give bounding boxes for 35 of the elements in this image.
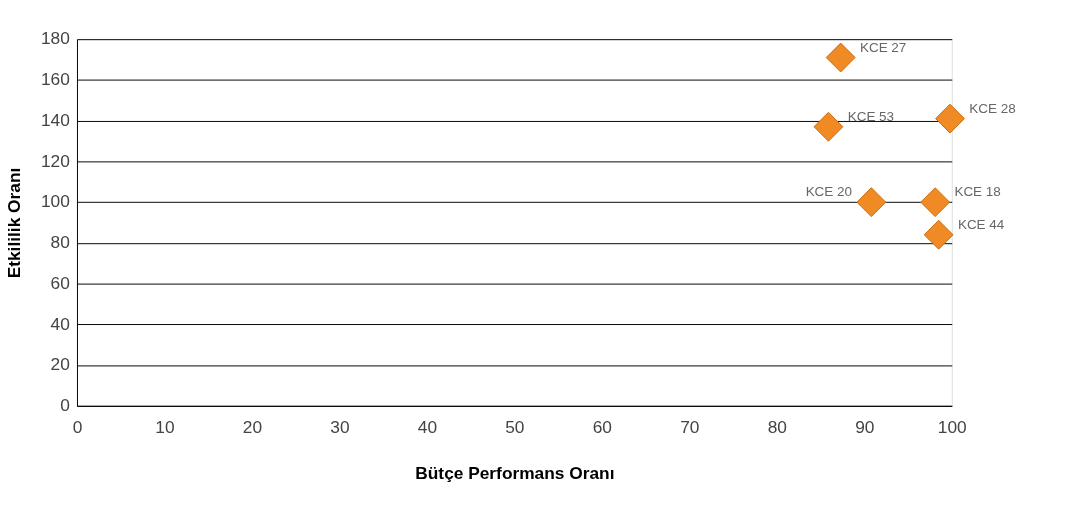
x-tick-label: 50: [505, 417, 525, 438]
y-tick-label: 100: [40, 191, 70, 212]
x-tick-label: 30: [330, 417, 350, 438]
annotation: KCE 53: [847, 109, 895, 124]
x-tick-label: 100: [937, 417, 967, 438]
point: [920, 187, 951, 218]
x-tick-label: 60: [592, 417, 612, 438]
y-axis-title: Etkililik Oranı: [3, 167, 24, 279]
x-tick-label: 70: [680, 417, 700, 438]
y-tick-label: 80: [50, 232, 70, 253]
annotation: KCE 18: [954, 184, 1001, 200]
annotation: KCE 28: [969, 100, 1016, 116]
y-tick-label: 180: [40, 28, 70, 49]
annotation: KCE 27: [859, 39, 907, 55]
point: [813, 111, 844, 142]
x-tick-label: 20: [242, 417, 263, 438]
point: [935, 103, 965, 134]
x-tick-label: 40: [417, 417, 438, 438]
y-tick-label: 40: [50, 313, 70, 334]
x-axis-title: Bütçe Performans Oranı: [415, 463, 615, 484]
x-tick-label: 80: [767, 417, 787, 438]
x-tick-label: 90: [855, 417, 875, 438]
x-tick-label: 0: [72, 417, 83, 438]
y-tick-label: 60: [50, 272, 70, 293]
y-tick-label: 120: [40, 150, 70, 171]
point: [825, 42, 856, 73]
annotation: KCE 20: [805, 184, 853, 200]
point: [856, 187, 887, 218]
y-tick-label: 20: [50, 354, 70, 375]
x-tick-label: 10: [155, 417, 175, 438]
point: [923, 219, 954, 250]
y-tick-label: 140: [40, 109, 70, 130]
y-tick-label: 160: [40, 69, 70, 90]
y-tick-label: 0: [60, 395, 70, 416]
annotation: KCE 44: [957, 216, 1005, 232]
